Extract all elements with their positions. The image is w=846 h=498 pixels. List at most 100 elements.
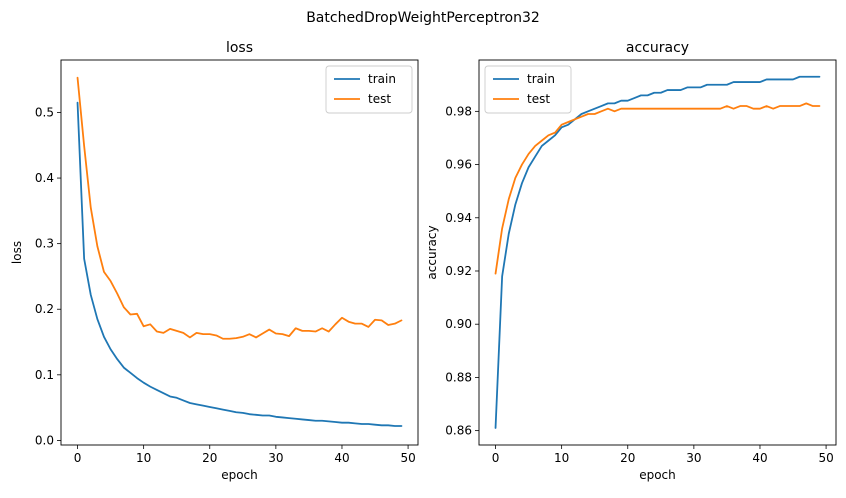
data-point-test <box>805 102 807 104</box>
data-point-test <box>149 323 151 325</box>
data-point-test <box>620 107 622 109</box>
data-point-train <box>567 123 569 125</box>
data-point-test <box>109 280 111 282</box>
data-point-train <box>818 76 820 78</box>
series-line-test <box>494 102 821 275</box>
data-point-train <box>202 404 204 406</box>
data-point-train <box>547 139 549 141</box>
data-point-train <box>673 89 675 91</box>
data-point-train <box>521 182 523 184</box>
data-point-test <box>593 113 595 115</box>
data-point-train <box>261 414 263 416</box>
data-point-train <box>400 425 402 427</box>
data-point-train <box>156 389 158 391</box>
data-point-test <box>142 325 144 327</box>
data-point-train <box>805 76 807 78</box>
data-point-train <box>752 81 754 83</box>
data-point-train <box>494 427 496 429</box>
x-tick-label: 20 <box>620 451 635 465</box>
data-point-train <box>182 399 184 401</box>
data-point-train <box>600 105 602 107</box>
data-point-train <box>798 76 800 78</box>
data-point-test <box>746 105 748 107</box>
series-line-train <box>76 101 403 427</box>
x-axis-label: epoch <box>639 468 676 482</box>
data-point-test <box>169 328 171 330</box>
data-point-test <box>103 271 105 273</box>
data-point-test <box>501 227 503 229</box>
legend-label-train: train <box>368 72 396 86</box>
data-point-test <box>541 139 543 141</box>
data-point-test <box>182 332 184 334</box>
data-point-train <box>255 414 257 416</box>
data-point-train <box>739 81 741 83</box>
data-point-test <box>189 336 191 338</box>
data-point-train <box>646 94 648 96</box>
data-point-train <box>334 421 336 423</box>
data-point-test <box>560 123 562 125</box>
x-axis-label: epoch <box>221 468 258 482</box>
data-point-train <box>288 417 290 419</box>
data-point-test <box>785 105 787 107</box>
data-point-test <box>175 330 177 332</box>
data-point-test <box>508 198 510 200</box>
data-point-test <box>818 105 820 107</box>
chart-panel-loss: loss 0 10 20 30 40 50 0.0 0.1 0.2 0.3 0.4 0.5 epoch lo… <box>10 40 419 482</box>
data-point-test <box>798 105 800 107</box>
data-point-train <box>514 203 516 205</box>
data-point-test <box>719 107 721 109</box>
data-point-test <box>514 177 516 179</box>
data-point-test <box>255 336 257 338</box>
data-point-train <box>103 336 105 338</box>
legend: train test <box>325 65 413 114</box>
y-tick-label: 0.86 <box>445 424 472 438</box>
data-point-train <box>321 420 323 422</box>
data-point-test <box>116 292 118 294</box>
data-point-test <box>587 113 589 115</box>
x-tick-label: 50 <box>818 451 833 465</box>
data-point-train <box>169 395 171 397</box>
data-point-train <box>235 411 237 413</box>
data-point-test <box>261 332 263 334</box>
data-point-test <box>202 333 204 335</box>
data-point-train <box>541 145 543 147</box>
data-point-train <box>242 412 244 414</box>
data-point-test <box>301 330 303 332</box>
axes-frame <box>478 59 837 446</box>
data-point-test <box>341 317 343 319</box>
data-point-test <box>76 77 78 79</box>
data-point-test <box>361 322 363 324</box>
data-point-train <box>380 424 382 426</box>
data-point-test <box>294 327 296 329</box>
legend-box <box>484 65 572 114</box>
data-point-test <box>739 105 741 107</box>
data-point-test <box>706 107 708 109</box>
data-point-test <box>574 118 576 120</box>
data-point-train <box>83 258 85 260</box>
y-tick-label: 0.3 <box>35 237 54 251</box>
series-line-test <box>76 76 403 340</box>
data-point-test <box>660 107 662 109</box>
data-point-train <box>666 89 668 91</box>
data-point-train <box>195 403 197 405</box>
chart-title: accuracy <box>626 40 689 56</box>
legend: train test <box>484 65 572 114</box>
data-point-test <box>248 333 250 335</box>
data-point-test <box>195 332 197 334</box>
legend-label-test: test <box>527 92 550 106</box>
x-tick-label: 40 <box>752 451 767 465</box>
x-tick-label: 10 <box>136 451 151 465</box>
data-point-test <box>268 328 270 330</box>
y-axis-label: loss <box>10 241 24 264</box>
data-point-train <box>779 78 781 80</box>
data-point-test <box>752 107 754 109</box>
data-point-test <box>380 319 382 321</box>
data-point-test <box>613 110 615 112</box>
panels: loss 0 10 20 30 40 50 0.0 0.1 0.2 0.3 0.4 0.5 epoch lo… <box>10 40 837 482</box>
data-point-test <box>308 330 310 332</box>
data-point-test <box>521 163 523 165</box>
data-point-train <box>394 425 396 427</box>
data-point-train <box>341 422 343 424</box>
x-tick-label: 40 <box>334 451 349 465</box>
